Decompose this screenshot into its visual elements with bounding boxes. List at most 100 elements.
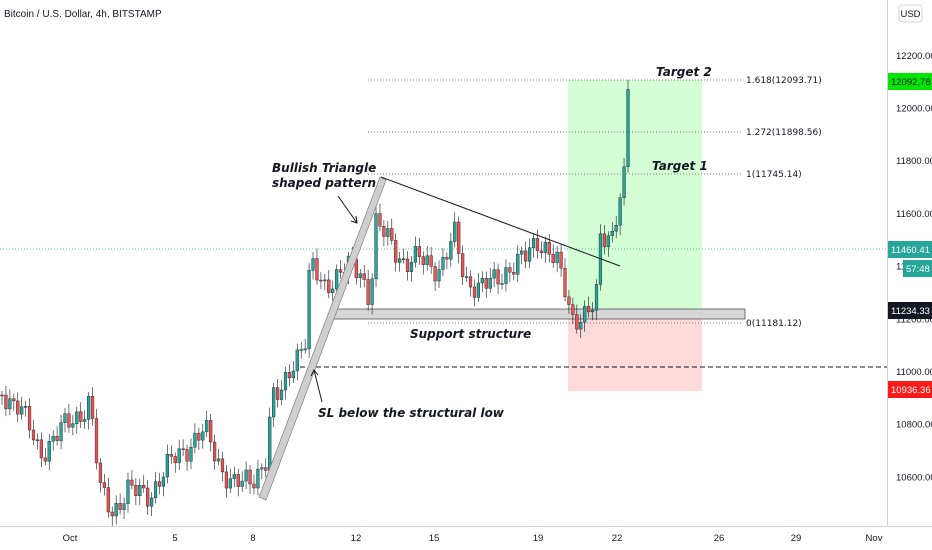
loss-zone[interactable] bbox=[568, 310, 702, 391]
candle-body bbox=[548, 242, 551, 254]
candle-body bbox=[119, 503, 122, 509]
price-tick-label: 12200.00 bbox=[896, 51, 932, 62]
candle-body bbox=[233, 474, 236, 478]
candle-body bbox=[182, 449, 185, 450]
candle-body bbox=[571, 305, 574, 315]
candle-body bbox=[56, 436, 59, 440]
candle-body bbox=[197, 433, 200, 440]
candle-body bbox=[512, 272, 515, 274]
candle-body bbox=[44, 458, 47, 461]
candle-body bbox=[312, 259, 315, 271]
time-axis[interactable]: Oct 5 8 12 15 19 22 26 29 Nov bbox=[63, 533, 883, 544]
profit-zone[interactable] bbox=[568, 80, 702, 310]
fib-label-1618: 1.618(12093.71) bbox=[746, 76, 822, 86]
candle-body bbox=[335, 270, 338, 289]
price-tick-label: 12000.00 bbox=[896, 104, 932, 115]
price-tick-label: 10800.00 bbox=[896, 420, 932, 431]
candle-body bbox=[20, 407, 23, 414]
candle-body bbox=[426, 256, 429, 265]
candle-body bbox=[603, 234, 606, 247]
candles bbox=[1, 80, 630, 526]
fib-label-0: 0(11181.12) bbox=[746, 319, 802, 329]
candle-body bbox=[560, 252, 563, 268]
candle-body bbox=[316, 259, 319, 281]
bullish-triangle-label[interactable]: Bullish Triangle bbox=[272, 161, 376, 175]
candle-body bbox=[170, 454, 173, 456]
candle-body bbox=[257, 469, 260, 488]
candle-body bbox=[481, 278, 484, 283]
candle-body bbox=[131, 480, 134, 485]
candle-body bbox=[221, 459, 224, 472]
price-tag-entry-text: 11234.33 bbox=[891, 306, 930, 317]
candle-body bbox=[398, 259, 401, 263]
candle-body bbox=[225, 472, 228, 488]
candle-body bbox=[174, 456, 177, 462]
candle-body bbox=[166, 454, 169, 477]
time-tick-label: Nov bbox=[866, 533, 883, 544]
candle-body bbox=[178, 449, 181, 463]
support-structure-label[interactable]: Support structure bbox=[410, 327, 531, 341]
candle-body bbox=[268, 417, 271, 470]
target-1-label[interactable]: Target 1 bbox=[652, 159, 708, 173]
candle-body bbox=[556, 252, 559, 263]
candle-body bbox=[327, 280, 330, 293]
candle-body bbox=[296, 350, 299, 371]
candle-body bbox=[587, 306, 590, 311]
uptrend-band[interactable] bbox=[259, 177, 386, 500]
candle-body bbox=[24, 406, 27, 407]
candle-body bbox=[103, 483, 106, 488]
candle-body bbox=[134, 485, 137, 496]
candle-body bbox=[8, 399, 11, 409]
candle-body bbox=[418, 246, 421, 256]
sl-label[interactable]: SL below the structural low bbox=[318, 406, 505, 420]
candle-body bbox=[245, 470, 248, 481]
candle-body bbox=[591, 310, 594, 312]
candle-body bbox=[469, 277, 472, 287]
candle-body bbox=[540, 251, 543, 253]
target-2-label[interactable]: Target 2 bbox=[656, 65, 712, 79]
candle-body bbox=[127, 480, 130, 504]
candle-body bbox=[359, 274, 362, 278]
time-tick-label: 26 bbox=[714, 533, 725, 544]
candle-body bbox=[292, 371, 295, 378]
candle-body bbox=[485, 278, 488, 288]
candle-body bbox=[516, 254, 519, 274]
candle-body bbox=[284, 372, 287, 390]
candle-body bbox=[79, 412, 82, 422]
candle-body bbox=[505, 268, 508, 284]
candle-body bbox=[249, 470, 252, 484]
candle-body bbox=[217, 459, 220, 461]
candle-body bbox=[288, 372, 291, 378]
candle-body bbox=[520, 251, 523, 254]
candle-body bbox=[623, 167, 626, 198]
candle-body bbox=[154, 482, 157, 498]
candle-body bbox=[64, 414, 67, 423]
candle-body bbox=[209, 420, 212, 442]
time-tick-label: 8 bbox=[250, 533, 255, 544]
candle-body bbox=[95, 419, 98, 463]
shaped-pattern-label[interactable]: shaped pattern bbox=[272, 176, 376, 190]
candle-body bbox=[115, 503, 118, 516]
support-structure-box[interactable] bbox=[331, 309, 745, 319]
candle-body bbox=[410, 262, 413, 272]
candle-body bbox=[260, 468, 263, 470]
price-tag-current-text: 11460.41 bbox=[891, 245, 930, 256]
candle-body bbox=[619, 198, 622, 225]
fib-label-1272: 1.272(11898.56) bbox=[746, 128, 822, 138]
candle-body bbox=[190, 447, 193, 461]
candle-body bbox=[276, 388, 279, 400]
candle-body bbox=[406, 259, 409, 272]
candle-body bbox=[68, 414, 71, 427]
candle-body bbox=[237, 474, 240, 486]
price-tick-label: 11600.00 bbox=[896, 209, 932, 220]
candle-body bbox=[497, 270, 500, 284]
candle-body bbox=[123, 504, 126, 510]
candle-body bbox=[390, 228, 393, 240]
candle-body bbox=[453, 222, 456, 241]
candle-body bbox=[473, 287, 476, 297]
price-tag-stop-text: 10936.36 bbox=[891, 385, 931, 396]
candle-body bbox=[595, 284, 598, 310]
candle-body bbox=[12, 399, 15, 401]
candle-body bbox=[528, 248, 531, 262]
